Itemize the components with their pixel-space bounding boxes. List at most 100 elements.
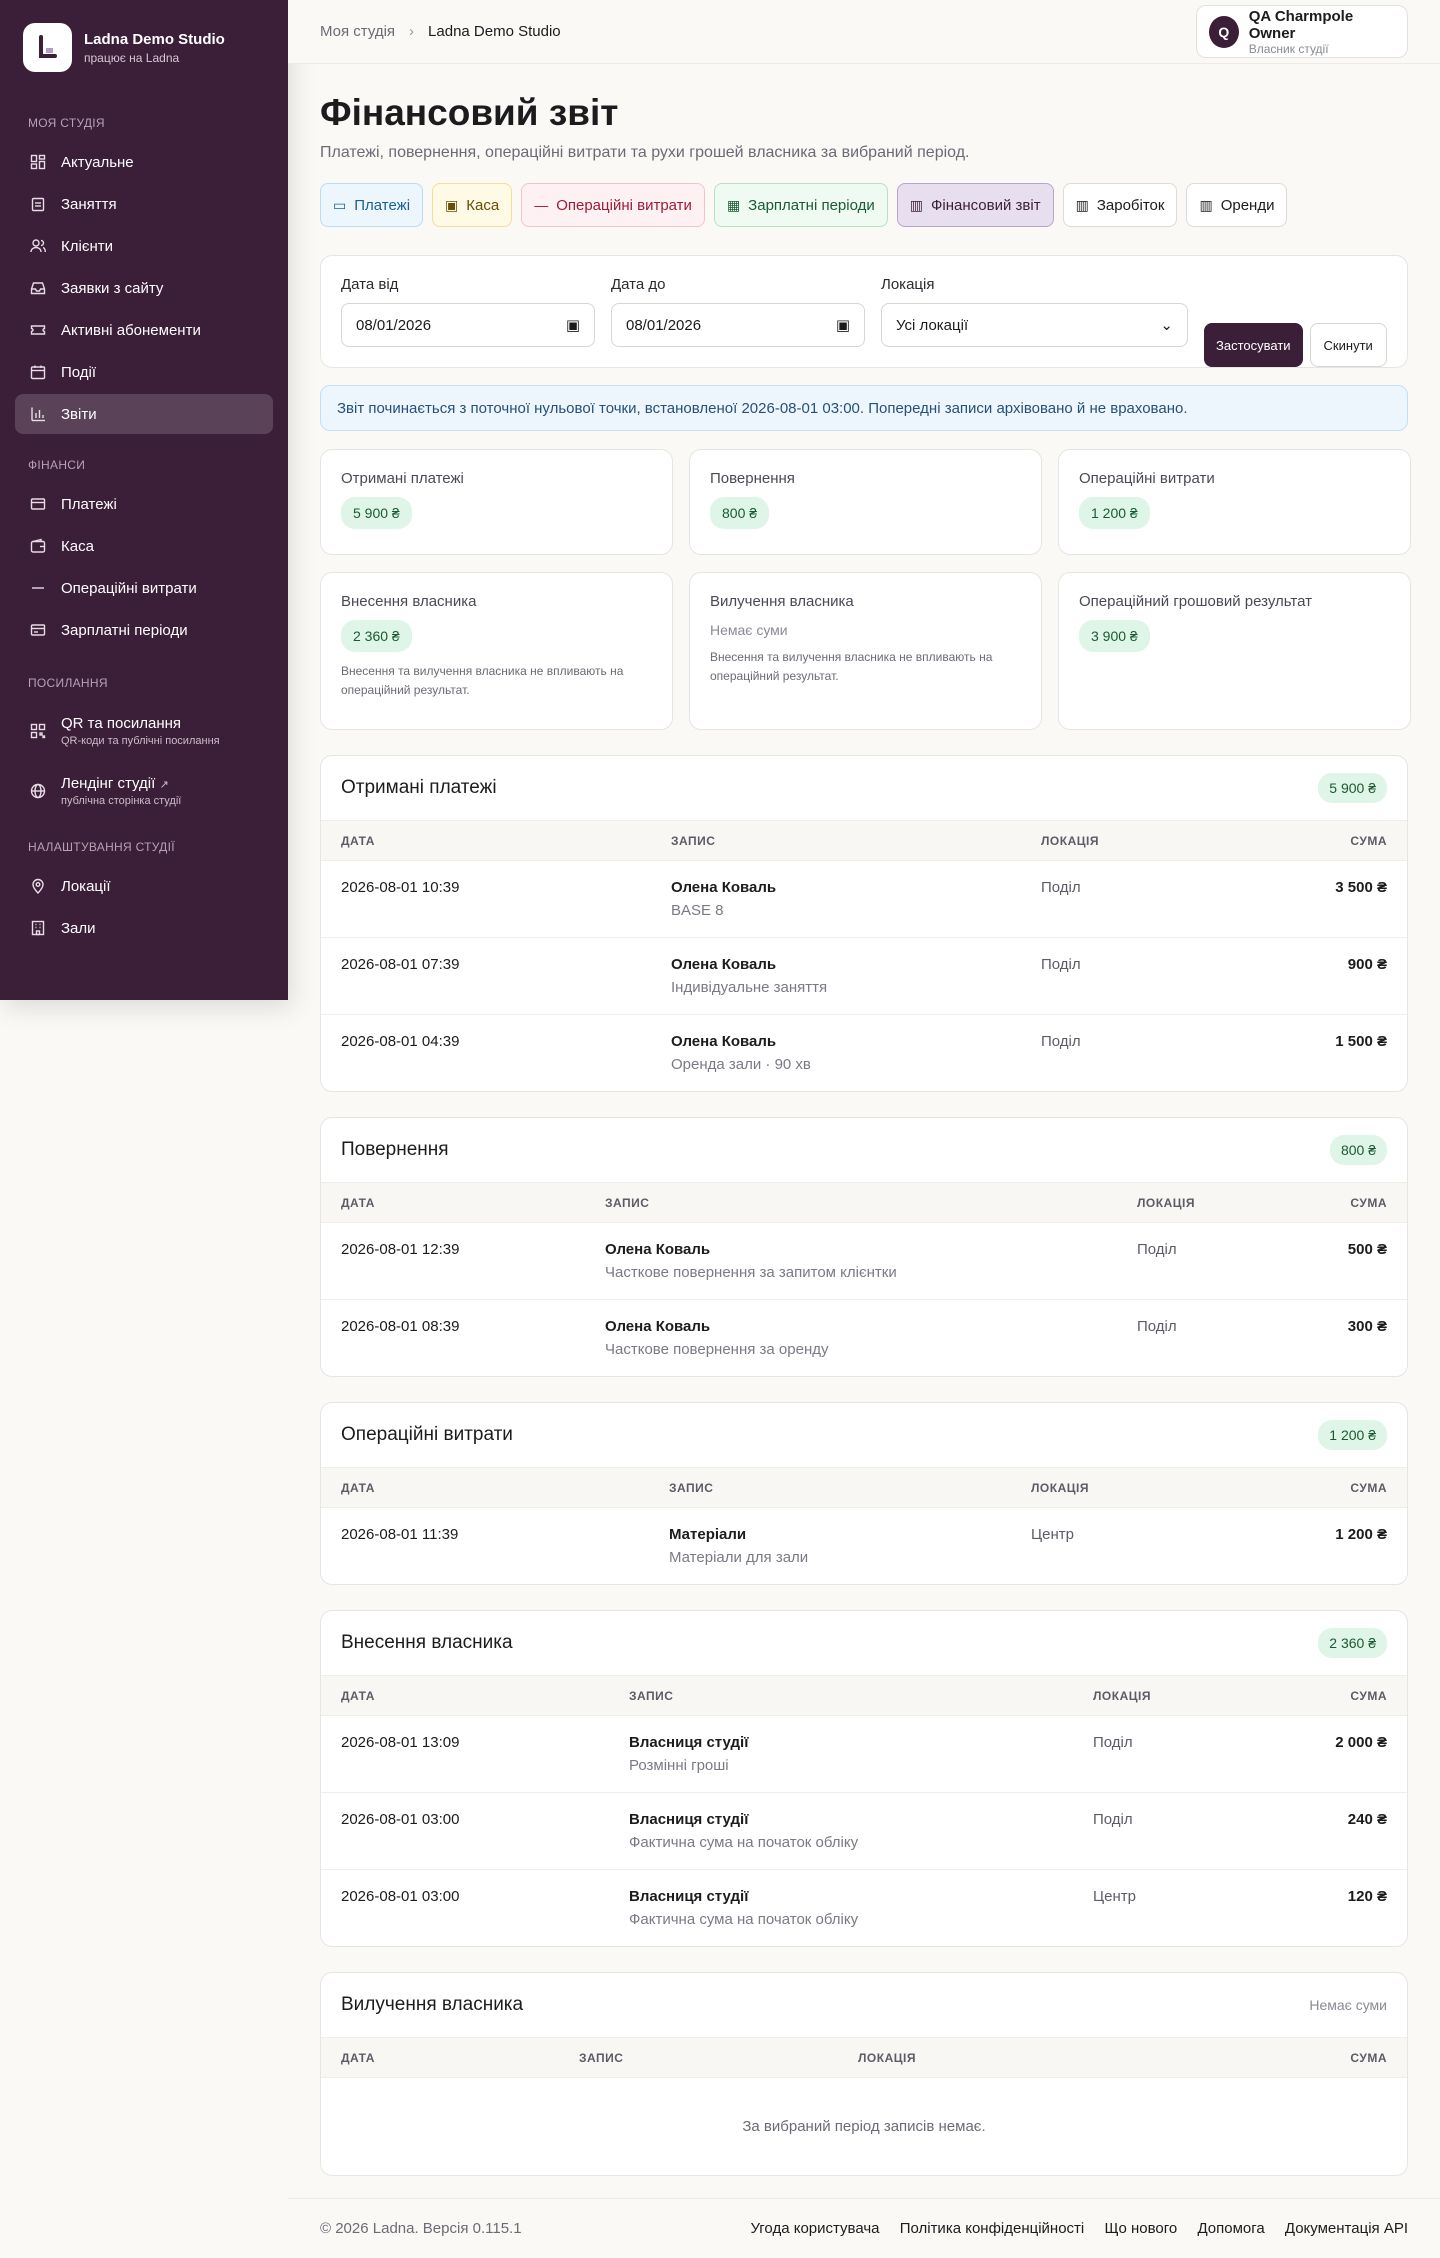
row-amount: 2 000 ₴ <box>1335 1734 1387 1751</box>
inbox-icon <box>29 279 47 297</box>
refunds-table: Повернення 800 ₴ Дата Запис Локація Сума … <box>320 1117 1408 1377</box>
summary-cards: Отримані платежі 5 900 ₴ Повернення 800 … <box>320 449 1411 730</box>
column-header-amount: Сума <box>1350 1480 1387 1495</box>
sidebar-item-label: Активні абонементи <box>61 321 201 339</box>
sidebar-item-payroll[interactable]: Зарплатні періоди <box>15 610 273 650</box>
row-record-sub: BASE 8 <box>671 902 724 919</box>
column-header-record: Запис <box>669 1480 714 1495</box>
footer-link-api-docs[interactable]: Документація API <box>1284 2220 1408 2237</box>
footer-link-help[interactable]: Допомога <box>1197 2220 1265 2237</box>
tab-financial-report[interactable]: ▥ Фінансовий звіт <box>896 183 1054 227</box>
user-role: Власник студії <box>1248 41 1329 56</box>
sidebar-item-locations[interactable]: Локації <box>15 866 273 906</box>
tab-cash[interactable]: ▣ Каса <box>432 183 513 227</box>
row-record: Власниця студії <box>629 1888 749 1905</box>
sidebar-item-cash[interactable]: Каса <box>15 526 273 566</box>
sidebar-item-reports[interactable]: Звіти <box>15 394 273 434</box>
table-total: Немає суми <box>1309 1997 1387 2013</box>
column-header-amount: Сума <box>1350 1195 1387 1210</box>
chevron-down-icon: ⌄ <box>1160 317 1173 334</box>
sidebar-item-label: Актуальне <box>61 153 134 171</box>
row-location: Центр <box>1093 1888 1136 1905</box>
reset-button[interactable]: Скинути <box>1309 323 1387 367</box>
table-row[interactable]: 2026-08-01 10:39 Олена Коваль BASE 8 Поді… <box>321 860 1407 937</box>
tab-payments[interactable]: ▭ Платежі <box>320 183 424 227</box>
column-header-date: Дата <box>341 1195 375 1210</box>
chevron-right-icon: › <box>409 23 415 40</box>
tab-label: Каса <box>466 196 500 214</box>
breadcrumb-parent[interactable]: Моя студія <box>320 23 396 40</box>
row-record-sub: Фактична сума на початок обліку <box>629 1911 859 1928</box>
table-row[interactable]: 2026-08-01 08:39 Олена Коваль Часткове по… <box>321 1299 1407 1376</box>
table-row[interactable]: 2026-08-01 13:09 Власниця студії Розмінні… <box>321 1715 1407 1792</box>
table-total: 1 200 ₴ <box>1318 1420 1387 1450</box>
location-select[interactable]: Усі локації ⌄ <box>881 303 1188 347</box>
page-subtitle: Платежі, повернення, операційні витрати … <box>320 144 970 161</box>
wallet-icon <box>29 537 47 555</box>
table-row[interactable]: 2026-08-01 12:39 Олена Коваль Часткове по… <box>321 1222 1407 1299</box>
breadcrumb: Моя студія › Ladna Demo Studio <box>320 23 561 40</box>
tab-payroll[interactable]: ▦ Зарплатні періоди <box>713 183 888 227</box>
sidebar-item-site-requests[interactable]: Заявки з сайту <box>15 268 273 308</box>
tab-earnings[interactable]: ▥ Заробіток <box>1062 183 1178 227</box>
sidebar-item-current[interactable]: Актуальне <box>15 142 273 182</box>
row-record: Олена Коваль <box>671 956 777 973</box>
sidebar-item-opex[interactable]: Операційні витрати <box>15 568 273 608</box>
sidebar-item-halls[interactable]: Зали <box>15 908 273 948</box>
row-record: Матеріали <box>669 1526 747 1543</box>
sidebar-item-active-passes[interactable]: Активні абонементи <box>15 310 273 350</box>
building-icon <box>29 919 47 937</box>
column-header-record: Запис <box>629 1688 674 1703</box>
table-header: Дата Запис Локація Сума <box>321 820 1407 860</box>
sidebar-item-payments[interactable]: Платежі <box>15 484 273 524</box>
row-amount: 900 ₴ <box>1347 956 1387 973</box>
date-to-input[interactable]: 08/01/2026 ▣ <box>611 303 865 347</box>
sidebar-item-classes[interactable]: Заняття <box>15 184 273 224</box>
brand-subtitle: працює на Ladna <box>84 50 180 65</box>
sidebar-item-sublabel: QR-коди та публічні посилання <box>61 735 220 747</box>
table-row[interactable]: 2026-08-01 04:39 Олена Коваль Оренда зали… <box>321 1014 1407 1091</box>
table-header: Дата Запис Локація Сума <box>321 1182 1407 1222</box>
column-header-amount: Сума <box>1350 1688 1387 1703</box>
sidebar-item-clients[interactable]: Клієнти <box>15 226 273 266</box>
user-menu[interactable]: Q QA Charmpole Owner Власник студії <box>1196 5 1408 58</box>
apply-button[interactable]: Застосувати <box>1204 323 1303 367</box>
column-header-location: Локація <box>1093 1688 1151 1703</box>
column-header-date: Дата <box>341 2050 375 2065</box>
opex-table: Операційні витрати 1 200 ₴ Дата Запис Лок… <box>320 1402 1408 1585</box>
footer: © 2026 Ladna. Версія 0.115.1 Угода корис… <box>288 2198 1440 2258</box>
footer-link-terms[interactable]: Угода користувача <box>750 2220 880 2237</box>
sidebar-item-qr[interactable]: QR та посилання QR-коди та публічні посил… <box>15 702 273 760</box>
footer-link-privacy[interactable]: Політика конфіденційності <box>899 2220 1085 2237</box>
row-record: Власниця студії <box>629 1811 749 1828</box>
date-from-input[interactable]: 08/01/2026 ▣ <box>341 303 595 347</box>
breadcrumb-current: Ladna Demo Studio <box>428 23 561 40</box>
sidebar-item-landing[interactable]: Лендінг студії ↗ публічна сторінка студії <box>15 762 273 820</box>
calendar-icon: ▣ <box>835 317 850 334</box>
wallet-icon: ▣ <box>445 196 459 213</box>
chart-icon: ▥ <box>1075 196 1089 213</box>
tab-opex[interactable]: — Операційні витрати <box>521 183 705 227</box>
table-row[interactable]: 2026-08-01 11:39 Матеріали Матеріали для … <box>321 1507 1407 1584</box>
pin-icon <box>29 877 47 895</box>
tab-label: Оренди <box>1220 196 1275 214</box>
sidebar-item-label: Заявки з сайту <box>61 279 164 297</box>
row-amount: 3 500 ₴ <box>1335 879 1387 896</box>
footer-link-whats-new[interactable]: Що нового <box>1104 2220 1178 2237</box>
tab-rentals[interactable]: ▥ Оренди <box>1186 183 1288 227</box>
table-row[interactable]: 2026-08-01 03:00 Власниця студії Фактична… <box>321 1792 1407 1869</box>
brand-title: Ladna Demo Studio <box>84 30 225 48</box>
row-location: Поділ <box>1041 956 1081 973</box>
column-header-record: Запис <box>671 833 716 848</box>
row-record-sub: Фактична сума на початок обліку <box>629 1834 859 1851</box>
brand[interactable]: Ladna Demo Studio працює на Ladna <box>0 0 288 94</box>
table-row[interactable]: 2026-08-01 03:00 Власниця студії Фактична… <box>321 1869 1407 1946</box>
column-header-record: Запис <box>579 2050 624 2065</box>
qr-icon <box>29 722 47 740</box>
column-header-location: Локація <box>858 2050 916 2065</box>
row-record: Власниця студії <box>629 1734 749 1751</box>
sidebar-item-events[interactable]: Події <box>15 352 273 392</box>
table-row[interactable]: 2026-08-01 07:39 Олена Коваль Індивідуаль… <box>321 937 1407 1014</box>
card-title: Операційні витрати <box>1079 470 1215 487</box>
avatar: Q <box>1209 15 1239 48</box>
